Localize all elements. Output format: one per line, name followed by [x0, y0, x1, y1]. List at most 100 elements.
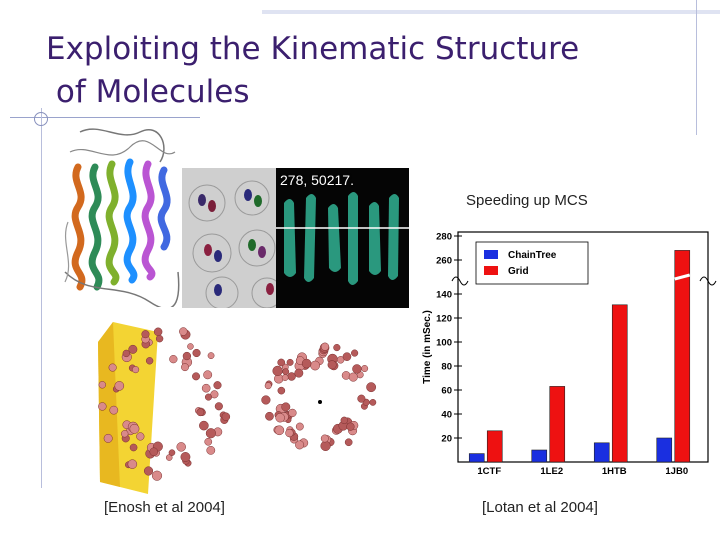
title-line-2: of Molecules: [46, 74, 250, 110]
atom-sphere: [103, 433, 113, 443]
atom-sphere: [108, 363, 117, 372]
atom-sphere: [264, 382, 272, 390]
cell-microscopy-image: [182, 168, 282, 308]
atom-sphere: [207, 352, 215, 360]
atom-sphere: [192, 372, 201, 381]
legend-label: ChainTree: [508, 250, 557, 261]
atom-sphere: [201, 383, 211, 393]
atom-sphere: [168, 449, 176, 456]
axis-break-mark: [451, 276, 469, 286]
y-tick-label: 140: [436, 290, 452, 301]
bar: [468, 453, 485, 463]
axis-break-mark: [699, 276, 717, 286]
atom-sphere: [132, 366, 140, 374]
atom-sphere: [165, 454, 173, 461]
legend-swatch: [484, 250, 498, 259]
atom-sphere: [272, 365, 283, 377]
y-tick-label: 40: [441, 410, 452, 421]
left-rule: [41, 108, 42, 488]
legend-label: Grid: [508, 266, 529, 277]
fluorescence-image: [276, 168, 409, 308]
x-tick-label: 1JB0: [665, 466, 688, 477]
atom-sphere: [122, 349, 130, 358]
protein-ribbon-image: [64, 128, 180, 307]
atom-sphere: [98, 381, 106, 389]
atom-sphere: [369, 399, 377, 406]
image-citation-overlay: 278, 50217.: [184, 172, 354, 188]
header-accent-line: [262, 10, 720, 14]
atom-sphere: [261, 395, 271, 405]
atom-sphere: [320, 342, 330, 351]
atom-sphere: [295, 422, 304, 431]
citation-text: 278, 50217.: [280, 172, 354, 188]
atom-sphere: [128, 344, 138, 354]
atom-sphere: [199, 420, 209, 431]
atom-sphere: [149, 447, 159, 457]
atom-sphere: [203, 370, 213, 380]
y-tick-label: 280: [436, 232, 452, 243]
atom-sphere: [121, 430, 129, 438]
atom-sphere: [136, 432, 145, 441]
y-axis-label: Time (in mSec.): [422, 310, 433, 384]
bar: [656, 437, 673, 463]
atom-sphere: [109, 405, 119, 415]
atom-sphere: [288, 408, 297, 418]
atom-sphere: [277, 386, 286, 395]
atom-sphere: [281, 374, 289, 381]
atom-sphere: [151, 470, 163, 481]
atom-sphere: [182, 351, 192, 361]
y-tick-label: 120: [436, 314, 452, 325]
atom-sphere: [204, 393, 212, 401]
atom-sphere: [155, 334, 164, 343]
x-tick-label: 1LE2: [540, 466, 563, 477]
atom-sphere: [342, 352, 352, 361]
atom-sphere: [265, 411, 274, 421]
bar: [593, 442, 610, 463]
legend-box: [475, 241, 589, 285]
atom-sphere: [346, 422, 355, 431]
y-tick-label: 20: [441, 434, 452, 445]
atom-sphere: [214, 402, 223, 411]
y-tick-label: 80: [441, 362, 452, 373]
atom-sphere: [282, 368, 290, 376]
atom-sphere: [192, 348, 201, 358]
atom-sphere: [127, 459, 138, 469]
atom-sphere: [169, 355, 178, 364]
atom-sphere: [275, 413, 285, 423]
atom-sphere: [281, 402, 291, 412]
atom-sphere: [129, 443, 138, 452]
x-tick-label: 1HTB: [602, 466, 627, 477]
atom-sphere: [357, 394, 366, 403]
atom-sphere: [277, 358, 286, 367]
atom-sphere: [320, 440, 331, 452]
bar: [549, 386, 566, 463]
atom-sphere: [221, 412, 231, 421]
chart-heading: Speeding up MCS: [466, 192, 588, 209]
atom-sphere: [114, 381, 125, 391]
atom-sphere: [285, 428, 294, 438]
atom-sphere: [179, 327, 188, 336]
conformation-cloud-image-2: [261, 342, 377, 452]
bar: [611, 304, 628, 463]
caption-left: [Enosh et al 2004]: [104, 499, 225, 516]
atom-sphere: [213, 381, 222, 390]
atom-sphere: [327, 360, 337, 370]
atom-sphere: [129, 423, 140, 434]
atom-sphere: [206, 445, 216, 455]
atom-sphere: [344, 438, 353, 447]
timing-bar-chart: 20 40 60 80 100 120 140 260 280 Time (in mSec.) 1C…: [422, 231, 717, 477]
atom-sphere: [352, 364, 362, 374]
bar-break-gap: [674, 273, 691, 281]
atom-sphere: [333, 344, 341, 352]
right-rule: [696, 0, 697, 135]
atom-sphere: [145, 357, 154, 365]
atom-sphere: [187, 343, 194, 350]
atom-sphere: [141, 330, 150, 339]
atom-sphere: [366, 382, 377, 393]
atom-sphere: [351, 349, 359, 357]
atom-sphere: [176, 442, 186, 452]
title-line-1: Exploiting the Kinematic Structure: [46, 31, 580, 67]
atom-sphere: [210, 390, 219, 399]
atom-sphere: [286, 358, 294, 366]
y-tick-label: 260: [436, 256, 452, 267]
